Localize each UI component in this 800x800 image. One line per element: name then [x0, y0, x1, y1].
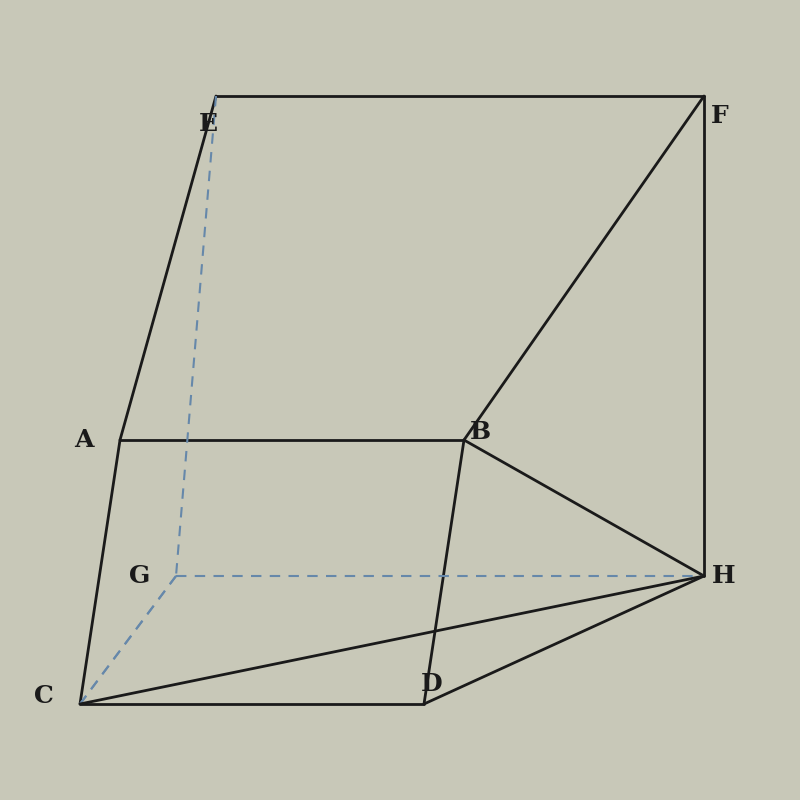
- Text: F: F: [711, 104, 729, 128]
- Text: G: G: [130, 564, 150, 588]
- Text: C: C: [34, 684, 54, 708]
- Text: H: H: [712, 564, 736, 588]
- Text: A: A: [74, 428, 94, 452]
- Text: D: D: [421, 672, 443, 696]
- Text: B: B: [470, 420, 490, 444]
- Text: E: E: [198, 112, 218, 136]
